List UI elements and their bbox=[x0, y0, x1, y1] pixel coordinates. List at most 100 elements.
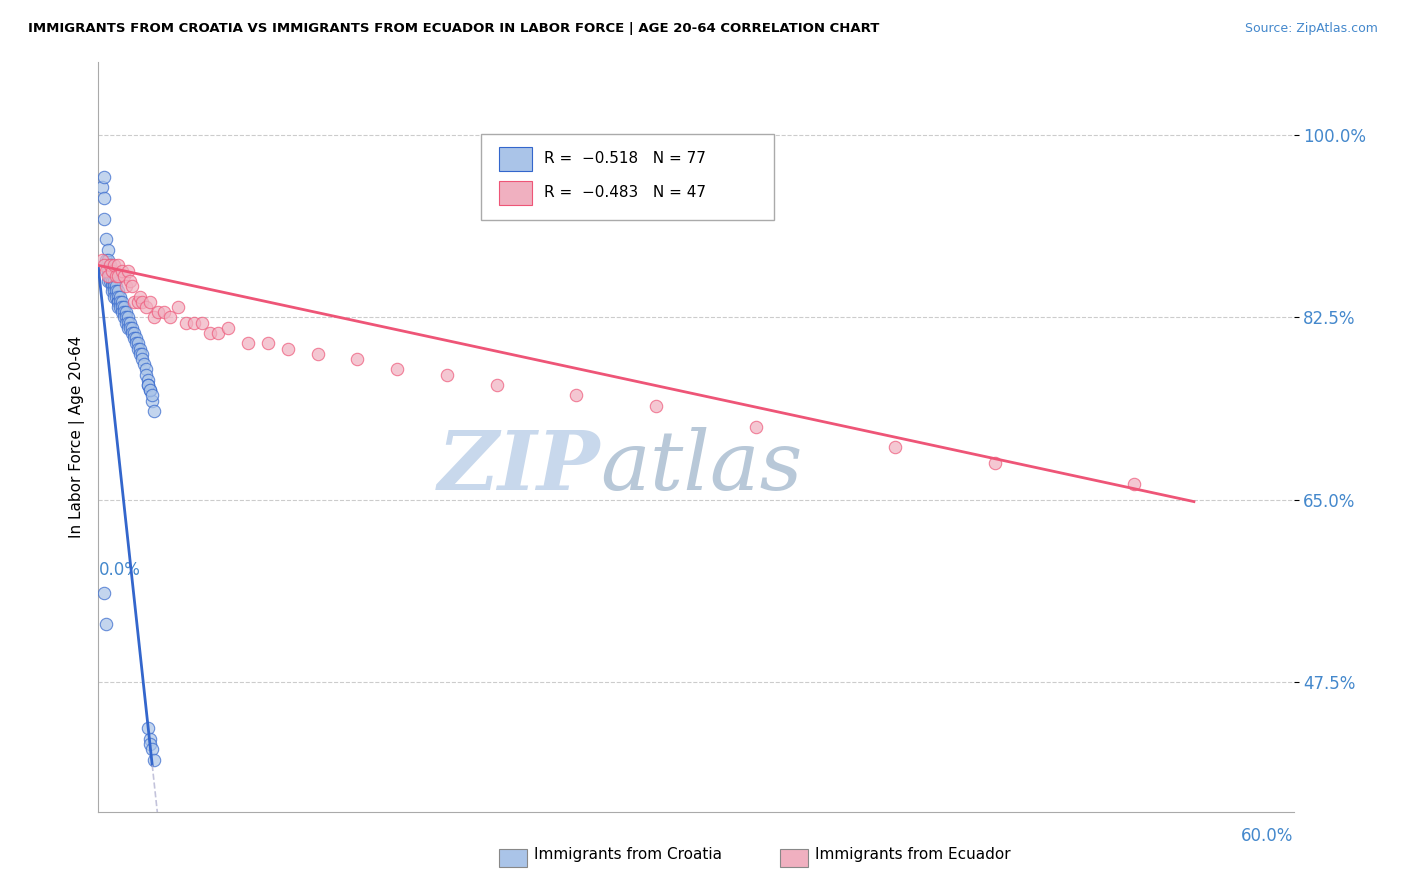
Point bbox=[131, 347, 153, 361]
Point bbox=[105, 285, 128, 299]
Point bbox=[143, 404, 166, 418]
Text: ZIP: ZIP bbox=[437, 427, 600, 507]
Point bbox=[141, 388, 163, 402]
Point bbox=[112, 300, 135, 314]
Text: Source: ZipAtlas.com: Source: ZipAtlas.com bbox=[1244, 22, 1378, 36]
Point bbox=[103, 279, 125, 293]
Point bbox=[143, 753, 166, 767]
Point bbox=[159, 310, 181, 325]
Point bbox=[136, 722, 159, 736]
Point bbox=[174, 316, 197, 330]
Point bbox=[91, 180, 114, 194]
Point bbox=[103, 290, 125, 304]
Point bbox=[124, 331, 146, 345]
Point bbox=[136, 378, 159, 392]
Point bbox=[98, 274, 122, 288]
Point bbox=[117, 263, 139, 277]
Point bbox=[136, 373, 159, 387]
Point bbox=[436, 368, 458, 382]
Point bbox=[198, 326, 221, 340]
Point bbox=[125, 336, 148, 351]
Point bbox=[93, 259, 115, 273]
Point bbox=[103, 259, 125, 273]
Point bbox=[97, 263, 120, 277]
Point bbox=[112, 268, 135, 283]
Point bbox=[127, 294, 149, 309]
Point bbox=[96, 232, 118, 246]
Point bbox=[115, 305, 138, 319]
Point bbox=[97, 263, 120, 277]
Point bbox=[105, 279, 128, 293]
Point bbox=[191, 316, 214, 330]
Point bbox=[98, 259, 122, 273]
Point bbox=[127, 342, 149, 356]
Point bbox=[103, 285, 125, 299]
Point bbox=[135, 362, 157, 376]
Point bbox=[141, 742, 163, 756]
Point bbox=[96, 253, 118, 268]
Point bbox=[143, 310, 166, 325]
Point bbox=[93, 211, 115, 226]
Point bbox=[148, 305, 170, 319]
Point bbox=[97, 243, 120, 257]
Point bbox=[110, 300, 132, 314]
Point bbox=[107, 290, 129, 304]
Point bbox=[93, 191, 115, 205]
Point bbox=[107, 285, 129, 299]
Point bbox=[136, 378, 159, 392]
FancyBboxPatch shape bbox=[499, 147, 533, 171]
Text: R =  −0.518   N = 77: R = −0.518 N = 77 bbox=[544, 151, 706, 166]
FancyBboxPatch shape bbox=[499, 181, 533, 205]
Point bbox=[884, 441, 907, 455]
Point bbox=[645, 399, 668, 413]
Point bbox=[121, 279, 143, 293]
Point bbox=[111, 300, 134, 314]
Point bbox=[236, 336, 259, 351]
Point bbox=[101, 279, 124, 293]
Point bbox=[107, 300, 129, 314]
Point bbox=[120, 321, 142, 335]
Point bbox=[125, 331, 148, 345]
Point bbox=[121, 321, 143, 335]
Point bbox=[96, 617, 118, 632]
Text: Immigrants from Ecuador: Immigrants from Ecuador bbox=[815, 847, 1011, 862]
Point bbox=[120, 274, 142, 288]
Point bbox=[97, 253, 120, 268]
Point bbox=[98, 268, 122, 283]
Point bbox=[127, 336, 149, 351]
Point bbox=[565, 388, 588, 402]
Point bbox=[112, 305, 135, 319]
Point bbox=[135, 300, 157, 314]
Point bbox=[139, 737, 162, 751]
Point bbox=[217, 321, 239, 335]
Point bbox=[131, 294, 153, 309]
Point bbox=[139, 384, 162, 398]
Point bbox=[183, 316, 205, 330]
Text: atlas: atlas bbox=[600, 427, 803, 507]
Point bbox=[105, 290, 128, 304]
Point bbox=[103, 274, 125, 288]
Point bbox=[1123, 476, 1146, 491]
Text: 60.0%: 60.0% bbox=[1241, 828, 1294, 846]
Point bbox=[139, 731, 162, 746]
Point bbox=[96, 263, 118, 277]
Point bbox=[105, 268, 128, 283]
Point bbox=[129, 347, 152, 361]
Point bbox=[97, 268, 120, 283]
Point bbox=[485, 378, 508, 392]
Point bbox=[91, 253, 114, 268]
FancyBboxPatch shape bbox=[481, 134, 773, 219]
Point bbox=[134, 357, 156, 371]
Point bbox=[97, 274, 120, 288]
Point bbox=[346, 351, 368, 366]
Point bbox=[110, 294, 132, 309]
Point bbox=[141, 393, 163, 408]
Point bbox=[93, 586, 115, 600]
Text: IMMIGRANTS FROM CROATIA VS IMMIGRANTS FROM ECUADOR IN LABOR FORCE | AGE 20-64 CO: IMMIGRANTS FROM CROATIA VS IMMIGRANTS FR… bbox=[28, 22, 880, 36]
Point bbox=[101, 263, 124, 277]
Point bbox=[93, 169, 115, 184]
Point bbox=[115, 279, 138, 293]
Point bbox=[120, 316, 142, 330]
Point bbox=[135, 368, 157, 382]
Point bbox=[101, 285, 124, 299]
